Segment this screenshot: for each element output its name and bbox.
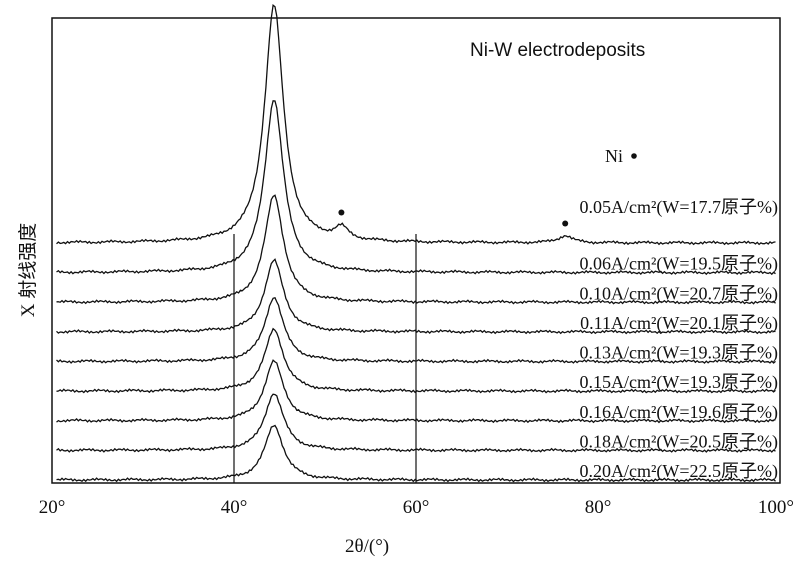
trace-label: 0.16A/cm²(W=19.6原子%) — [579, 402, 778, 423]
trace-label: 0.15A/cm²(W=19.3原子%) — [579, 372, 778, 393]
diffraction-trace — [56, 3, 776, 246]
trace-label: 0.10A/cm²(W=20.7原子%) — [579, 283, 778, 304]
diffraction-trace — [56, 393, 776, 453]
trace-label: 0.06A/cm²(W=19.5原子%) — [579, 254, 778, 275]
y-axis-label: X 射线强度 — [17, 223, 39, 317]
legend-symbol-icon — [631, 153, 637, 159]
trace-label: 0.11A/cm²(W=20.1原子%) — [580, 313, 778, 334]
diffraction-trace — [56, 359, 776, 424]
diffraction-trace — [56, 327, 776, 394]
trace-label: 0.13A/cm²(W=19.3原子%) — [579, 343, 778, 364]
x-tick-label: 20° — [39, 497, 66, 518]
legend-label: Ni — [605, 146, 623, 166]
diffraction-trace — [56, 297, 776, 365]
diffraction-trace — [56, 100, 776, 276]
ni-peak-marker — [338, 209, 345, 216]
x-axis-label: 2θ/(°) — [345, 536, 389, 557]
legend: Ni — [605, 146, 637, 166]
diffraction-trace — [56, 258, 776, 335]
x-tick-label: 60° — [403, 497, 430, 518]
diffraction-trace — [56, 194, 776, 305]
trace-label: 0.18A/cm²(W=20.5原子%) — [579, 431, 778, 452]
x-tick-label: 40° — [221, 497, 248, 518]
trace-label: 0.20A/cm²(W=22.5原子%) — [579, 461, 778, 482]
trace-label: 0.05A/cm²(W=17.7原子%) — [579, 197, 778, 218]
x-tick-label: 80° — [585, 497, 612, 518]
ni-peak-marker — [562, 220, 569, 227]
chart-title: Ni-W electrodeposits — [470, 40, 645, 61]
x-tick-label: 100° — [758, 497, 794, 518]
diffraction-trace — [56, 424, 776, 483]
